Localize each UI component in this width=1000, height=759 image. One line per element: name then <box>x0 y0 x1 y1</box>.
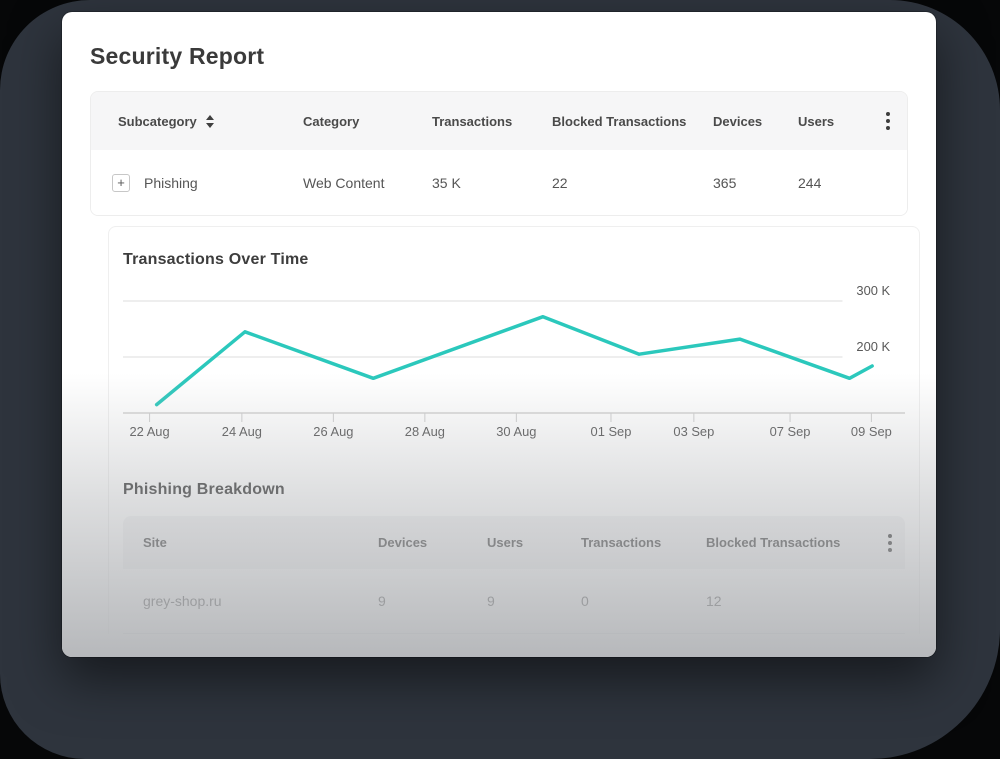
column-header-subcategory[interactable]: Subcategory <box>118 114 303 129</box>
y-axis-label: 200 K <box>856 339 890 354</box>
expand-row-button[interactable]: + <box>112 173 130 192</box>
y-axis-label: 300 K <box>856 283 890 298</box>
summary-table-header: Subcategory Category Transactions Blocke… <box>91 92 907 150</box>
transactions-cell: 0 <box>581 593 589 609</box>
x-axis-label: 03 Sep <box>673 424 714 439</box>
column-header-transactions: Transactions <box>581 535 662 550</box>
kebab-menu-icon[interactable] <box>884 530 896 556</box>
devices-cell: 365 <box>713 174 737 191</box>
sort-icon[interactable] <box>205 114 214 128</box>
column-header-devices: Devices <box>713 113 763 129</box>
column-header-users: Users <box>798 113 835 129</box>
column-header-blocked-transactions: Blocked Transactions <box>552 113 687 129</box>
site-cell: grey-shop.ru <box>143 593 222 609</box>
column-header-blocked-transactions: Blocked Transactions <box>706 535 841 550</box>
x-axis-label: 24 Aug <box>222 424 262 439</box>
details-panel: Transactions Over Time 300 K 200 K 22 Aug 2… <box>108 226 920 634</box>
subcategory-cell: Phishing <box>144 174 198 191</box>
x-axis-label: 22 Aug <box>130 424 170 439</box>
transactions-cell: 35 K <box>432 174 461 191</box>
transactions-line-series <box>154 314 874 407</box>
table-row[interactable]: grey-shop.ru 9 9 0 12 <box>123 569 905 634</box>
summary-table: Subcategory Category Transactions Blocke… <box>90 91 908 216</box>
page-title: Security Report <box>90 43 265 69</box>
x-axis-label: 01 Sep <box>591 424 632 439</box>
column-header-site: Site <box>143 535 167 550</box>
table-row[interactable]: + Phishing Web Content 35 K 22 365 244 <box>91 150 907 215</box>
x-axis-label: 28 Aug <box>405 424 445 439</box>
blocked-transactions-cell: 22 <box>552 174 568 191</box>
security-report-card: Security Report Subcategory Category Tra… <box>62 12 936 657</box>
column-header-users: Users <box>487 535 524 550</box>
column-header-category: Category <box>303 113 360 129</box>
breakdown-table-header: Site Devices Users Transactions Blocked … <box>123 516 905 569</box>
kebab-menu-icon[interactable] <box>882 108 894 134</box>
x-axis-label: 26 Aug <box>313 424 353 439</box>
transactions-chart-wrap: 300 K 200 K 22 Aug 24 Aug 26 Aug 28 Aug 30 Aug… <box>123 283 905 443</box>
breakdown-title: Phishing Breakdown <box>123 481 285 498</box>
column-header-subcategory-label: Subcategory <box>118 113 197 129</box>
chart-title: Transactions Over Time <box>123 251 309 268</box>
x-axis-label: 30 Aug <box>496 424 536 439</box>
category-cell: Web Content <box>303 174 385 191</box>
devices-cell: 9 <box>378 593 386 609</box>
breakdown-table: Site Devices Users Transactions Blocked … <box>123 516 905 634</box>
column-header-transactions: Transactions <box>432 113 513 129</box>
users-cell: 9 <box>487 593 495 609</box>
column-header-devices: Devices <box>378 535 428 550</box>
users-cell: 244 <box>798 174 822 191</box>
blocked-transactions-cell: 12 <box>706 593 722 609</box>
x-axis-label: 09 Sep <box>851 424 892 439</box>
transactions-chart: 300 K 200 K 22 Aug 24 Aug 26 Aug 28 Aug 30 Aug… <box>123 283 905 439</box>
x-axis-label: 07 Sep <box>770 424 811 439</box>
